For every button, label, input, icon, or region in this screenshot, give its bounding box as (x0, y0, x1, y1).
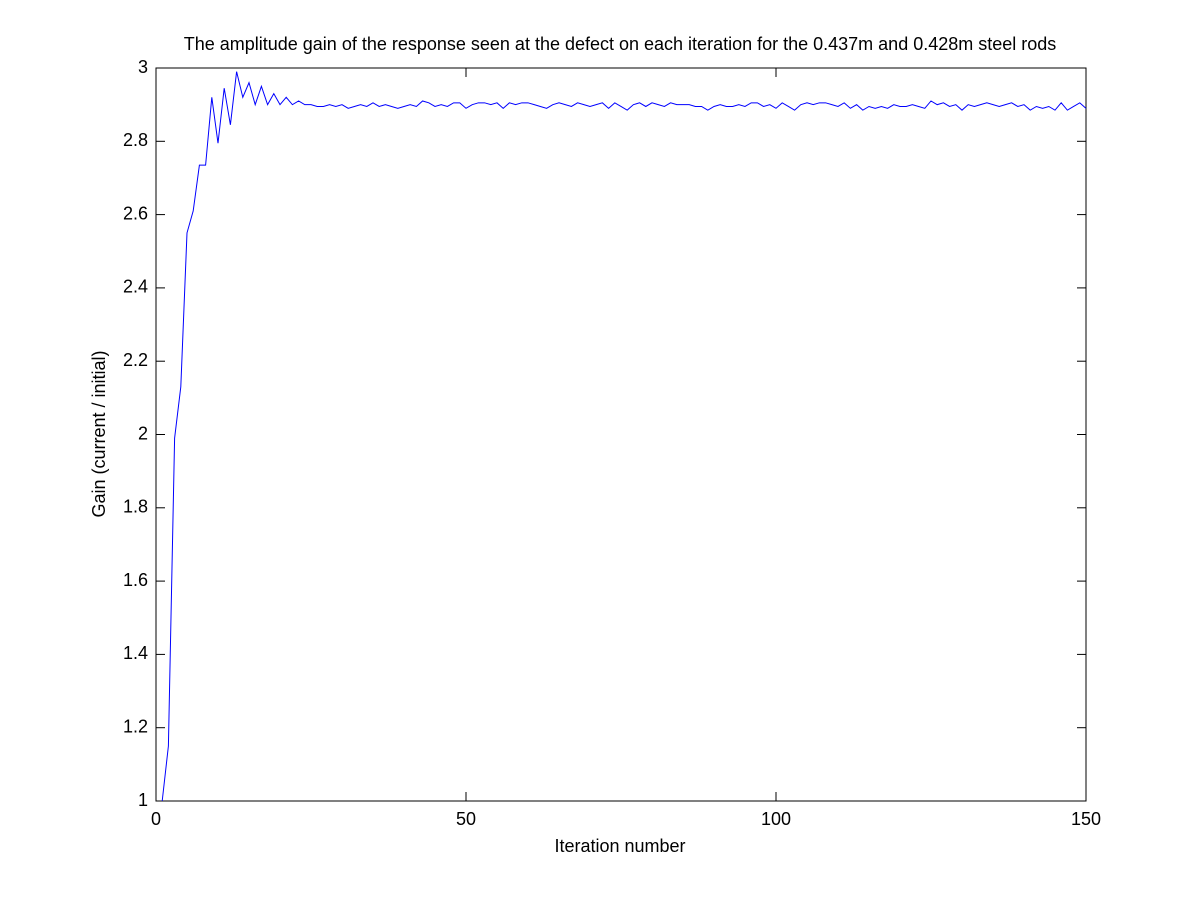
y-tick-label: 1.2 (123, 716, 148, 736)
y-tick-label: 2.8 (123, 130, 148, 150)
y-tick-label: 1.6 (123, 570, 148, 590)
y-tick-label: 2.6 (123, 203, 148, 223)
y-tick-label: 2.4 (123, 277, 148, 297)
x-tick-label: 100 (761, 809, 791, 829)
y-tick-label: 1.8 (123, 497, 148, 517)
x-tick-label: 0 (151, 809, 161, 829)
x-tick-label: 50 (456, 809, 476, 829)
y-tick-label: 2 (138, 423, 148, 443)
x-tick-label: 150 (1071, 809, 1101, 829)
data-line (161, 71, 1087, 802)
chart-title: The amplitude gain of the response seen … (184, 34, 1057, 54)
x-axis-label: Iteration number (554, 836, 685, 856)
y-tick-label: 3 (138, 57, 148, 77)
y-tick-label: 2.2 (123, 350, 148, 370)
y-tick-label: 1 (138, 790, 148, 810)
y-tick-label: 1.4 (123, 643, 148, 663)
y-axis-label: Gain (current / initial) (89, 350, 109, 517)
